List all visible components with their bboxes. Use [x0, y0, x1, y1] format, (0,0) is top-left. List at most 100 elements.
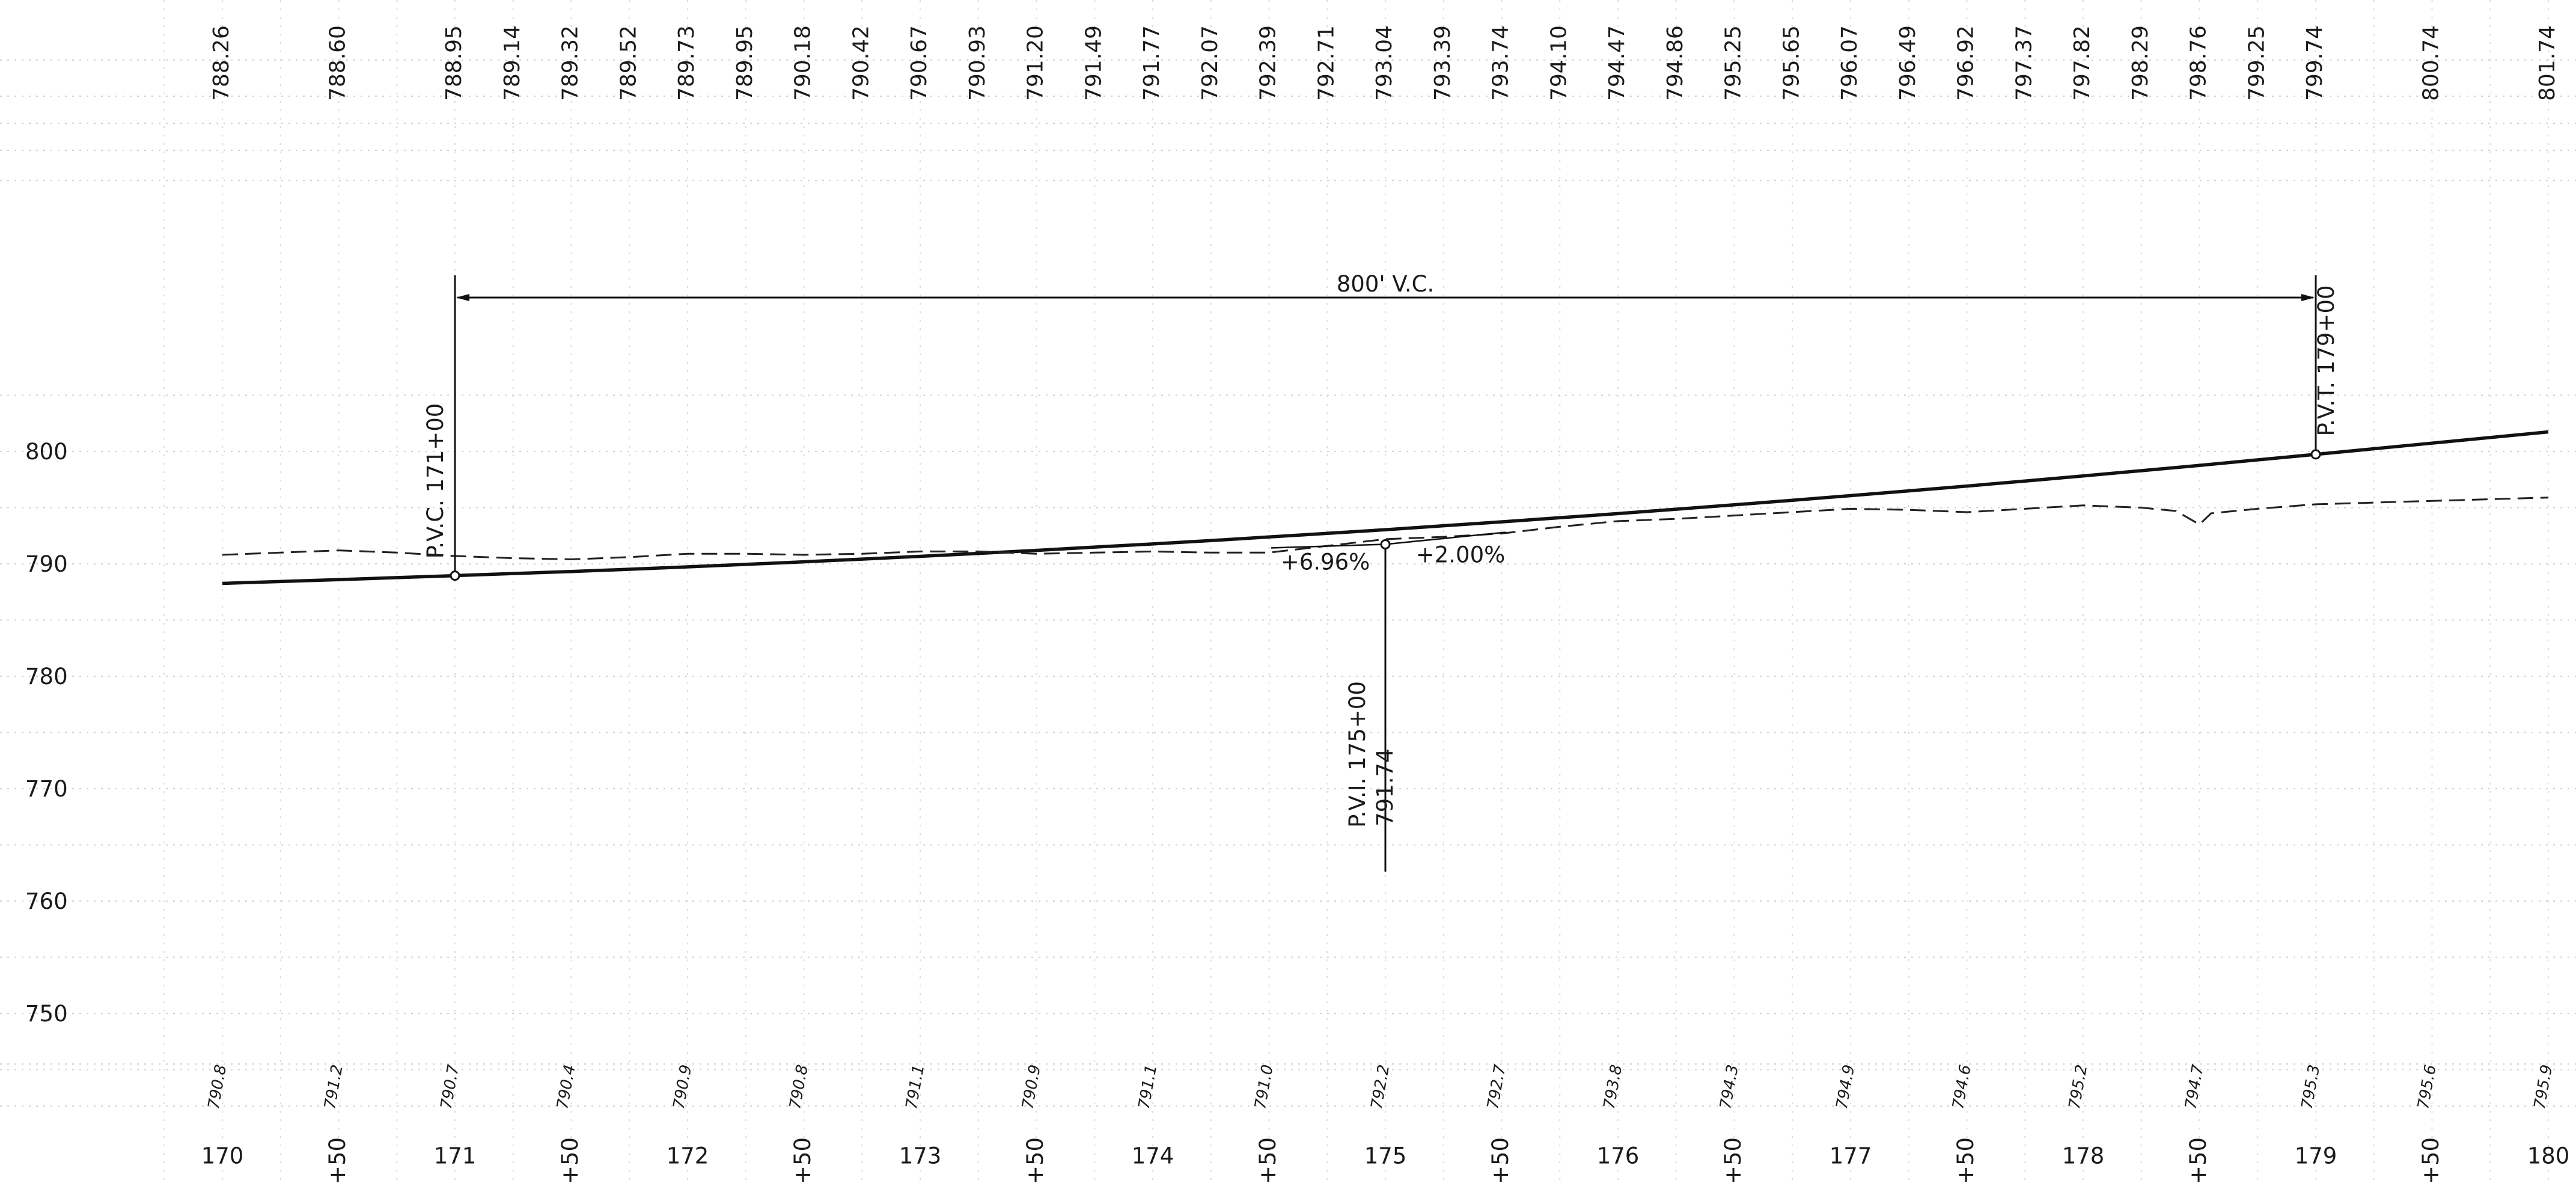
grade-elevation-label: 795.25: [1721, 25, 1746, 101]
ground-elevation-label: 790.8: [786, 1063, 811, 1111]
tangent-out-line: [1385, 531, 1506, 545]
vc-length-label: 800' V.C.: [1337, 271, 1434, 297]
vertical-curve-annotations: 800' V.C. P.V.C. 171+00 P.V.T. 179+00 P.…: [423, 271, 2339, 872]
pvt-point-marker: [2310, 449, 2321, 460]
grade-elevation-label: 797.82: [2070, 25, 2095, 101]
ground-elevation-label: 790.9: [670, 1063, 695, 1111]
grade-elevation-label: 793.74: [1489, 25, 1513, 101]
ground-elevation-label: 790.8: [205, 1063, 230, 1111]
grade-elevation-label: 794.47: [1605, 25, 1629, 101]
elevation-tick-label: 770: [25, 776, 68, 802]
station-plus-label: +50: [1953, 1137, 1979, 1183]
ground-elevation-label: 795.6: [2414, 1063, 2440, 1111]
grade-elevation-label: 796.49: [1896, 25, 1920, 101]
station-label: 180: [2527, 1143, 2570, 1169]
grade-elevation-label: 790.67: [907, 25, 932, 101]
ground-elevation-label: 791.0: [1251, 1063, 1277, 1111]
grade-elevation-label: 793.04: [1372, 25, 1397, 101]
profile-lines: [222, 430, 2549, 585]
grade-elevation-label: 799.25: [2244, 25, 2269, 101]
grade-elevation-label: 790.93: [965, 25, 990, 101]
grade-elevation-label: 794.10: [1546, 25, 1571, 101]
ground-elevation-label: 790.9: [1019, 1063, 1044, 1111]
grade-elevation-label: 792.71: [1314, 25, 1338, 101]
elevation-axis: 800 790 780 770 760 750: [25, 439, 68, 1027]
grade-elevation-label: 796.92: [1954, 25, 1979, 101]
grade-elevation-label: 798.29: [2128, 25, 2153, 101]
pvc-label: P.V.C. 171+00: [423, 403, 448, 559]
elevation-tick-label: 760: [25, 888, 68, 914]
elevation-tick-label: 780: [25, 664, 68, 689]
grade-elevation-label: 789.73: [674, 25, 699, 101]
station-label: 178: [2062, 1143, 2105, 1169]
grade-elevation-label: 789.32: [558, 25, 583, 101]
ground-elevation-label: 794.3: [1717, 1063, 1742, 1111]
grade-elevation-label: 794.86: [1663, 25, 1688, 101]
grade-elevation-label: 789.95: [733, 25, 757, 101]
grade-elevation-label: 796.07: [1837, 25, 1862, 101]
grade-elevation-label: 789.14: [500, 25, 525, 101]
grade-elevation-label: 795.65: [1779, 25, 1804, 101]
grade-elevation-label: 799.74: [2303, 25, 2327, 101]
elevation-tick-label: 790: [25, 551, 68, 577]
grade-elevation-label: 792.39: [1256, 25, 1281, 101]
station-label: 171: [434, 1143, 477, 1169]
ground-elevation-label: 793.8: [1601, 1063, 1626, 1111]
station-plus-label: +50: [1488, 1137, 1513, 1183]
grade-in-label: +6.96%: [1281, 549, 1370, 575]
grade-elevation-label: 792.07: [1198, 25, 1222, 101]
pvc-point-marker: [450, 570, 460, 581]
station-plus-label: +50: [557, 1137, 583, 1183]
ground-elevation-label: 791.2: [321, 1063, 346, 1111]
ground-elevation-label: 794.9: [1833, 1063, 1858, 1111]
grade-elevation-label: 790.18: [791, 25, 816, 101]
dimension-arrow-right: [2301, 294, 2315, 301]
station-plus-label: +50: [1255, 1137, 1281, 1183]
station-label: 173: [899, 1143, 942, 1169]
station-label: 174: [1132, 1143, 1174, 1169]
station-label: 175: [1364, 1143, 1407, 1169]
pvi-elevation-label: 791.74: [1372, 748, 1398, 826]
station-label: 177: [1830, 1143, 1872, 1169]
grade-elevation-label: 788.60: [326, 25, 350, 101]
grade-out-label: +2.00%: [1416, 542, 1506, 567]
station-plus-label: +50: [1022, 1137, 1048, 1183]
pvi-point-marker: [1380, 539, 1391, 549]
ground-elevation-label: 792.2: [1368, 1063, 1393, 1111]
station-plus-label: +50: [325, 1137, 350, 1183]
dimension-arrow-left: [456, 294, 469, 301]
ground-elevation-row: 790.8 791.2 790.7 790.4 790.9 790.8 791.1 790.9…: [205, 1063, 2556, 1111]
ground-elevation-label: 791.1: [903, 1063, 928, 1111]
station-plus-label: +50: [2418, 1137, 2444, 1183]
grade-elevation-label: 800.74: [2419, 25, 2444, 101]
station-plus-label: +50: [1720, 1137, 1746, 1183]
grade-line: [222, 430, 2549, 585]
ground-elevation-label: 791.1: [1135, 1063, 1161, 1111]
grade-elevation-row: 788.26 788.60 788.95 789.14 789.32 789.52 789.…: [209, 25, 2560, 101]
grade-elevation-label: 788.26: [209, 25, 234, 101]
station-label: 170: [201, 1143, 244, 1169]
grade-elevation-label: 793.39: [1430, 25, 1455, 101]
pvt-label: P.V.T. 179+00: [2313, 285, 2339, 436]
station-label: 176: [1597, 1143, 1640, 1169]
grade-elevation-label: 790.42: [849, 25, 873, 101]
ground-elevation-label: 795.2: [2066, 1063, 2091, 1111]
grade-elevation-label: 791.20: [1024, 25, 1048, 101]
station-label: 172: [667, 1143, 709, 1169]
station-plus-label: +50: [2185, 1137, 2211, 1183]
existing-ground-line: [222, 497, 2549, 561]
elevation-tick-label: 750: [25, 1001, 68, 1027]
ground-elevation-label: 795.9: [2531, 1063, 2556, 1111]
grade-elevation-label: 791.77: [1140, 25, 1164, 101]
grade-elevation-label: 791.49: [1081, 25, 1106, 101]
ground-elevation-label: 795.3: [2298, 1063, 2324, 1111]
grade-elevation-label: 801.74: [2535, 25, 2560, 101]
station-label: 179: [2295, 1143, 2337, 1169]
elevation-tick-label: 800: [25, 439, 68, 465]
ground-elevation-label: 790.4: [554, 1063, 579, 1111]
ground-elevation-label: 792.7: [1484, 1063, 1510, 1111]
grade-elevation-label: 788.95: [442, 25, 466, 101]
pvi-station-label: P.V.I. 175+00: [1344, 681, 1370, 828]
